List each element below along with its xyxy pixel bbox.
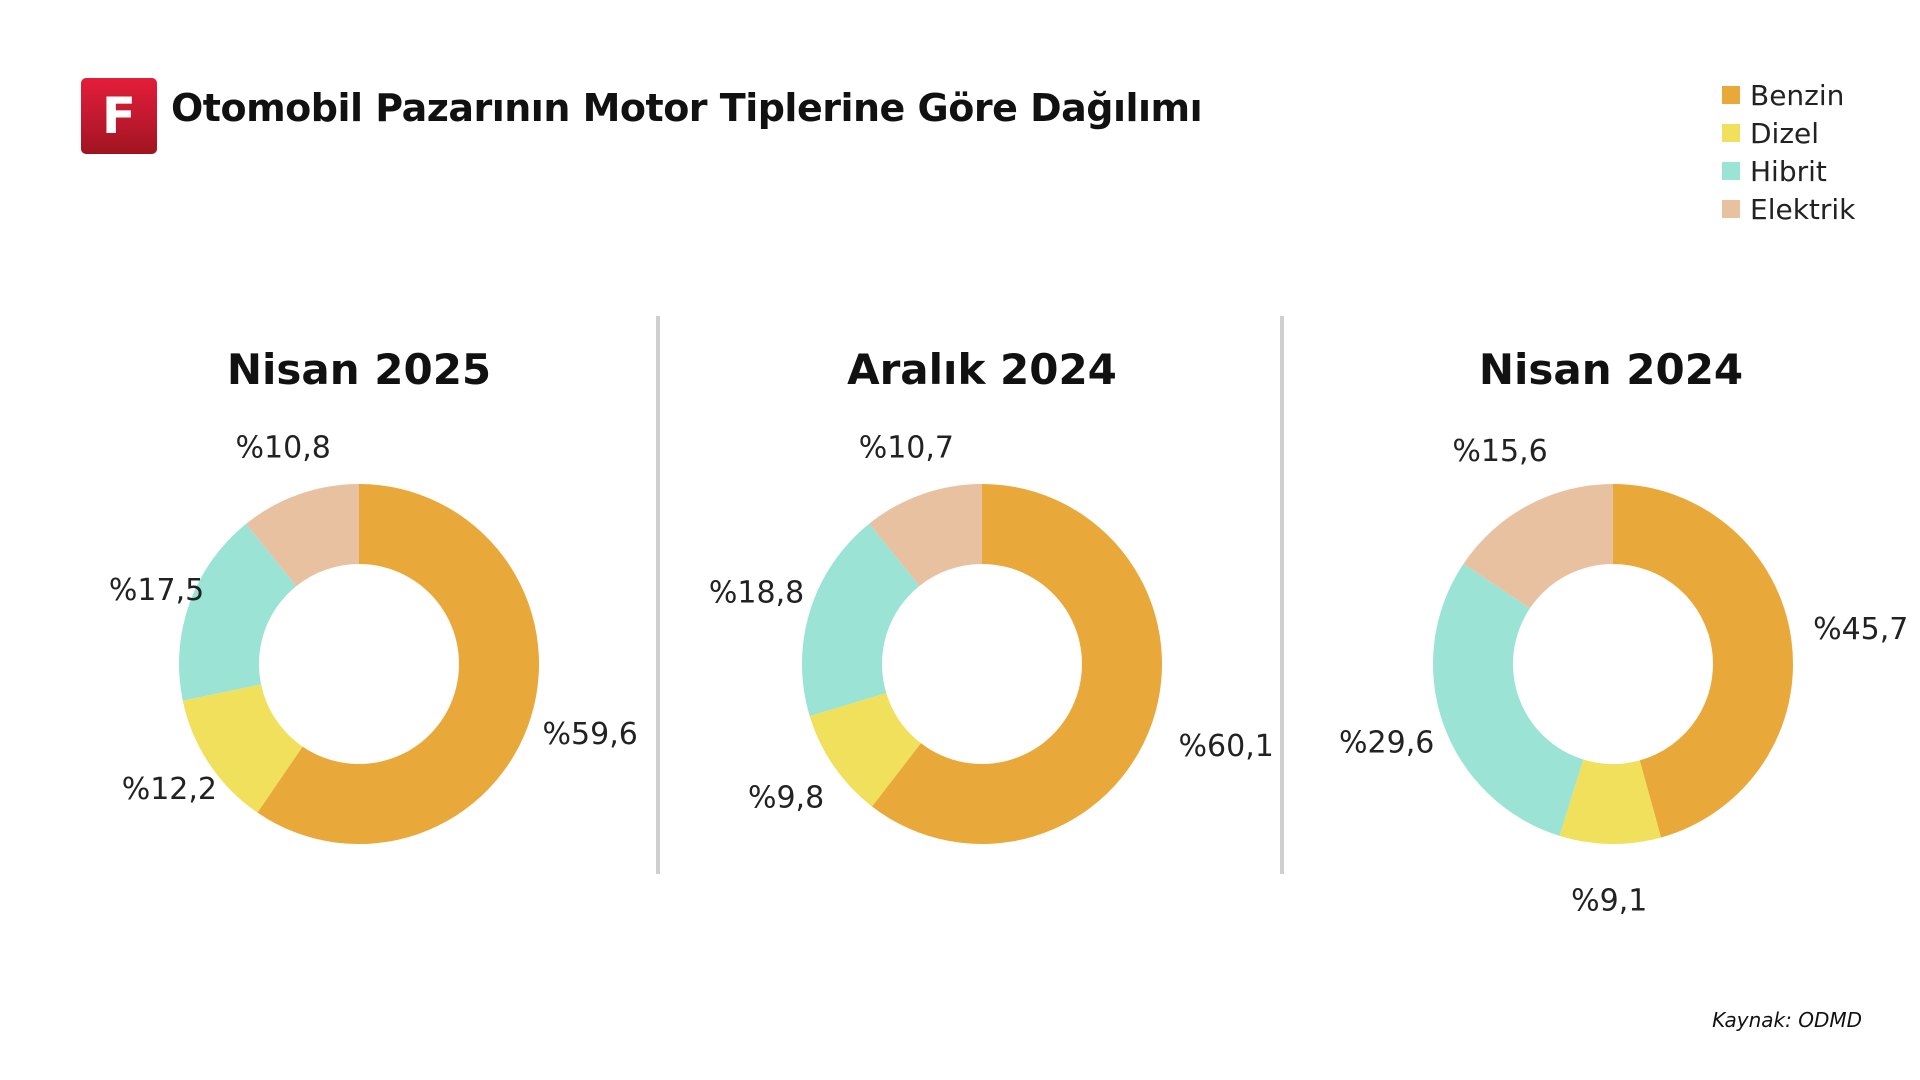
legend-swatch-benzin xyxy=(1722,86,1740,104)
legend-swatch-hibrit xyxy=(1722,162,1740,180)
donut-slice-aralik-2024-elektrik xyxy=(869,484,982,587)
data-label-nisan-2025-benzin: %59,6 xyxy=(543,717,638,752)
donut-slice-nisan-2025-elektrik xyxy=(246,484,359,587)
page-title: Otomobil Pazarının Motor Tiplerine Göre … xyxy=(171,86,1203,130)
data-label-nisan-2025-hibrit: %17,5 xyxy=(109,573,204,608)
legend-item-elektrik: Elektrik xyxy=(1722,190,1855,228)
data-label-nisan-2024-dizel: %9,1 xyxy=(1571,883,1647,918)
legend-label-hibrit: Hibrit xyxy=(1750,154,1827,188)
data-label-nisan-2024-elektrik: %15,6 xyxy=(1452,434,1547,469)
data-label-nisan-2024-benzin: %45,7 xyxy=(1813,612,1908,647)
panel-divider-right xyxy=(1280,316,1284,874)
chart-legend: Benzin Dizel Hibrit Elektrik xyxy=(1722,76,1855,228)
panel-title-nisan-2025: Nisan 2025 xyxy=(226,345,492,394)
legend-label-elektrik: Elektrik xyxy=(1750,192,1856,226)
legend-label-dizel: Dizel xyxy=(1750,116,1820,150)
legend-swatch-elektrik xyxy=(1722,200,1740,218)
source-note: Kaynak: ODMD xyxy=(1712,1008,1862,1032)
data-label-aralik-2024-elektrik: %10,7 xyxy=(859,430,954,465)
data-label-nisan-2025-elektrik: %10,8 xyxy=(236,430,331,465)
brand-logo: F xyxy=(81,78,157,154)
donut-slice-nisan-2024-dizel xyxy=(1559,759,1662,844)
legend-item-dizel: Dizel xyxy=(1722,114,1855,152)
donut-slice-aralik-2024-benzin xyxy=(872,484,1162,845)
legend-swatch-dizel xyxy=(1722,124,1740,142)
data-label-aralik-2024-dizel: %9,8 xyxy=(748,781,824,816)
donut-slice-nisan-2024-benzin xyxy=(1613,484,1793,838)
data-label-nisan-2024-hibrit: %29,6 xyxy=(1339,725,1434,760)
legend-item-hibrit: Hibrit xyxy=(1722,152,1855,190)
data-label-nisan-2025-dizel: %12,2 xyxy=(122,772,217,807)
donut-slice-aralik-2024-dizel xyxy=(809,692,921,807)
donut-slice-aralik-2024-hibrit xyxy=(802,523,920,717)
data-label-aralik-2024-benzin: %60,1 xyxy=(1179,729,1274,764)
panel-title-aralik-2024: Aralık 2024 xyxy=(847,345,1117,394)
legend-label-benzin: Benzin xyxy=(1750,78,1845,112)
donut-slice-nisan-2024-elektrik xyxy=(1463,484,1613,609)
donut-slice-nisan-2025-benzin xyxy=(257,484,540,845)
data-label-aralik-2024-hibrit: %18,8 xyxy=(709,576,804,611)
legend-item-benzin: Benzin xyxy=(1722,76,1855,114)
donut-slice-nisan-2025-dizel xyxy=(182,684,303,813)
panel-title-nisan-2024: Nisan 2024 xyxy=(1478,345,1744,394)
donut-slice-nisan-2024-hibrit xyxy=(1433,563,1584,836)
panel-divider-left xyxy=(656,316,660,874)
donut-slice-nisan-2025-hibrit xyxy=(179,523,297,701)
